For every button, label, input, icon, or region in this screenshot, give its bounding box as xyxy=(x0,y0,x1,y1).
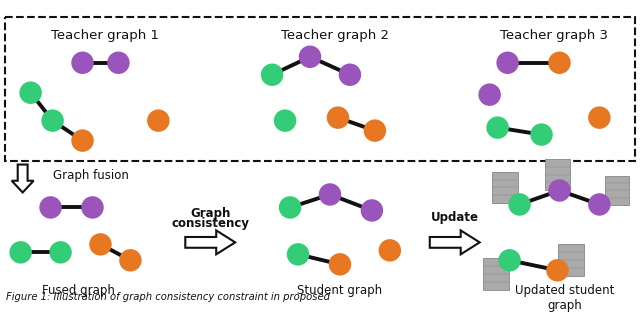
Circle shape xyxy=(262,65,282,85)
Circle shape xyxy=(108,53,129,73)
Circle shape xyxy=(589,108,609,128)
Circle shape xyxy=(532,125,552,144)
Text: Teacher graph 3: Teacher graph 3 xyxy=(500,29,609,42)
Text: Figure 1: Illustration of graph consistency constraint in proposed: Figure 1: Illustration of graph consiste… xyxy=(6,292,330,302)
Circle shape xyxy=(550,180,570,200)
Circle shape xyxy=(90,234,111,254)
Circle shape xyxy=(280,197,300,217)
Circle shape xyxy=(320,185,340,204)
Circle shape xyxy=(72,131,93,151)
Polygon shape xyxy=(186,230,235,254)
Text: Update: Update xyxy=(431,212,479,224)
Circle shape xyxy=(509,195,529,214)
Circle shape xyxy=(362,200,382,221)
Bar xyxy=(483,258,509,290)
Circle shape xyxy=(550,53,570,73)
Text: Teacher graph 1: Teacher graph 1 xyxy=(51,29,159,42)
Circle shape xyxy=(547,260,568,280)
Bar xyxy=(605,176,629,205)
Circle shape xyxy=(148,111,168,131)
Polygon shape xyxy=(12,165,34,193)
Circle shape xyxy=(120,250,140,270)
Circle shape xyxy=(40,197,61,217)
Bar xyxy=(559,244,584,276)
Circle shape xyxy=(288,244,308,264)
Text: Graph fusion: Graph fusion xyxy=(52,169,129,182)
Circle shape xyxy=(479,85,500,105)
Bar xyxy=(492,171,518,204)
Text: Student graph: Student graph xyxy=(298,284,383,297)
Text: Teacher graph 2: Teacher graph 2 xyxy=(281,29,389,42)
Circle shape xyxy=(300,47,320,67)
Circle shape xyxy=(51,242,70,262)
Circle shape xyxy=(330,254,350,274)
Circle shape xyxy=(365,121,385,141)
Text: Fused graph: Fused graph xyxy=(42,284,115,297)
Circle shape xyxy=(275,111,295,131)
Circle shape xyxy=(589,195,609,214)
Circle shape xyxy=(328,108,348,128)
Circle shape xyxy=(43,111,63,131)
Text: Updated student
graph: Updated student graph xyxy=(515,284,614,312)
Text: consistency: consistency xyxy=(172,217,249,230)
Circle shape xyxy=(20,83,40,103)
Circle shape xyxy=(380,240,400,260)
Circle shape xyxy=(488,117,508,138)
Circle shape xyxy=(72,53,93,73)
Circle shape xyxy=(340,65,360,85)
Text: Graph: Graph xyxy=(190,207,230,221)
Circle shape xyxy=(83,197,102,217)
Circle shape xyxy=(500,250,520,270)
Polygon shape xyxy=(430,230,479,254)
FancyBboxPatch shape xyxy=(4,17,636,160)
Circle shape xyxy=(11,242,31,262)
Circle shape xyxy=(498,53,518,73)
Bar xyxy=(545,159,570,190)
